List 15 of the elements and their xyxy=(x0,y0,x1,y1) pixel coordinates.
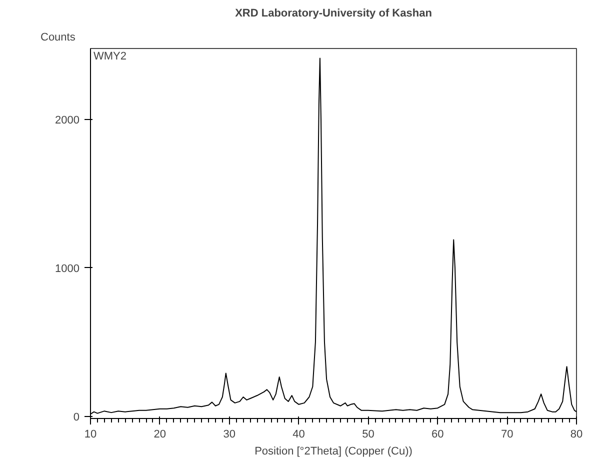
annotation: WMY2 xyxy=(94,50,126,62)
x-tick-label: 30 xyxy=(223,428,236,440)
x-axis-title: Position [°2Theta] (Copper (Cu)) xyxy=(254,446,412,458)
y-tick-label: 2000 xyxy=(55,114,80,127)
chart-title: XRD Laboratory-University of Kashan xyxy=(235,8,432,20)
y-axis-title: Counts xyxy=(40,32,76,44)
x-tick-label: 60 xyxy=(432,428,444,440)
y-tick-label: 1000 xyxy=(55,262,80,275)
y-tick-label: 0 xyxy=(73,411,80,424)
x-tick-label: 80 xyxy=(570,428,583,440)
x-tick-label: 40 xyxy=(292,428,305,440)
x-tick-label: 20 xyxy=(154,428,166,440)
x-tick-label: 70 xyxy=(500,428,514,440)
x-tick-label: 50 xyxy=(362,428,374,440)
x-tick-label: 10 xyxy=(84,428,97,440)
